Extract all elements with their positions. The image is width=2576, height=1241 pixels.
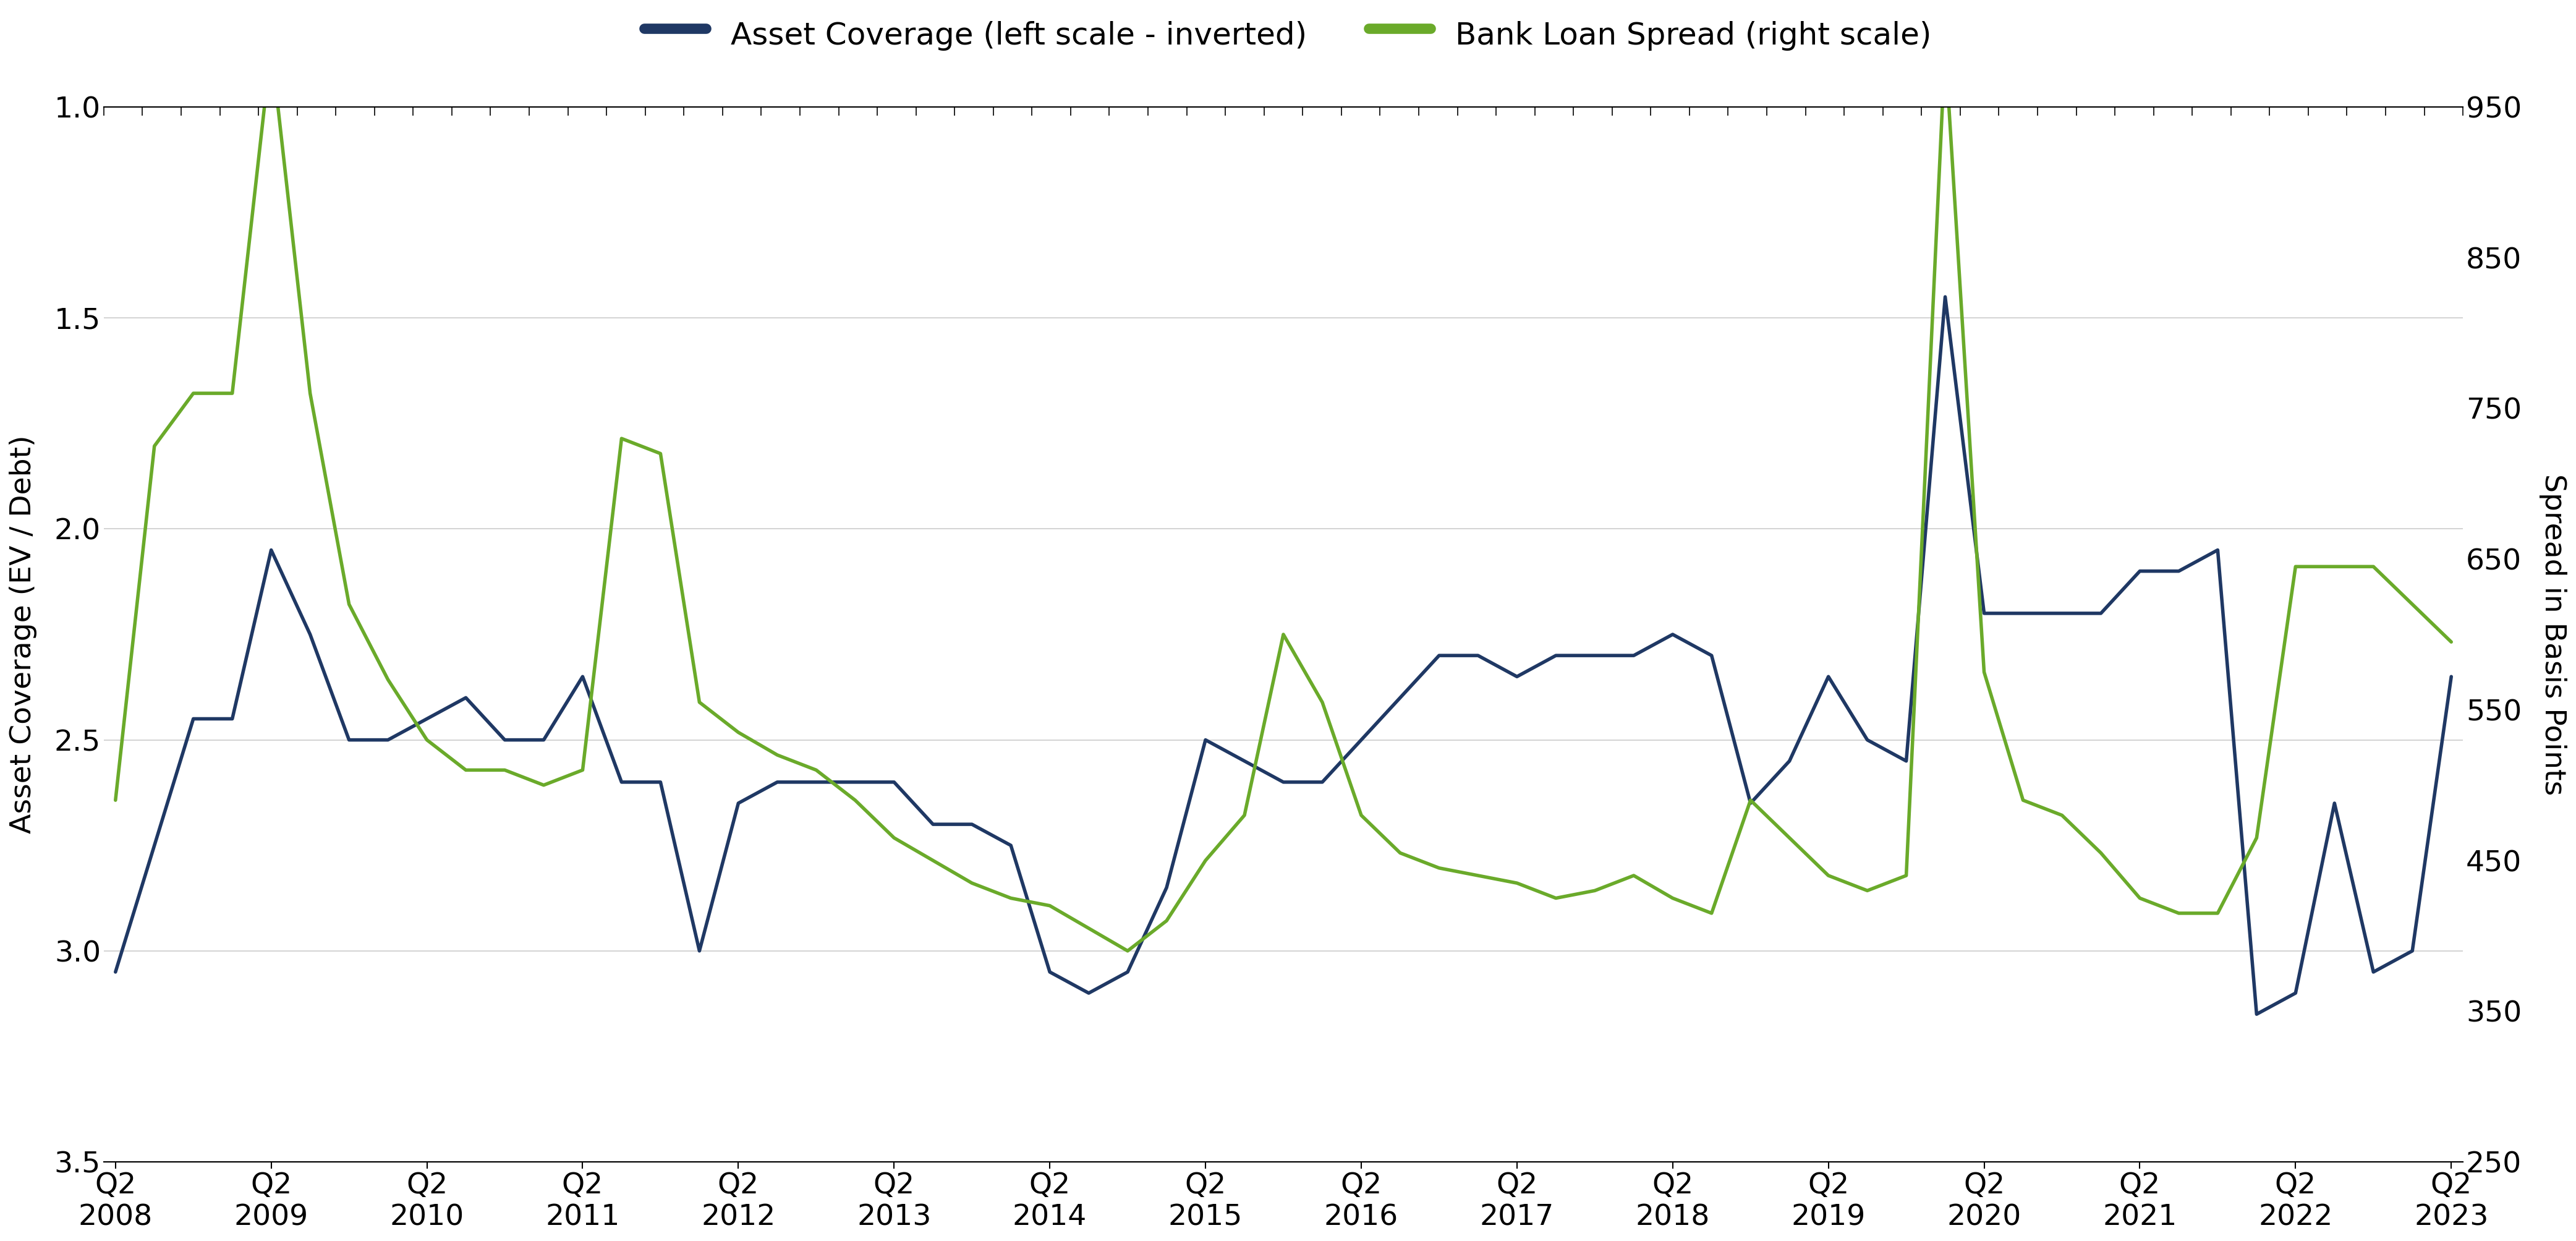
Y-axis label: Spread in Basis Points: Spread in Basis Points [2540,474,2566,795]
Y-axis label: Asset Coverage (EV / Debt): Asset Coverage (EV / Debt) [10,436,36,834]
Legend: Asset Coverage (left scale - inverted), Bank Loan Spread (right scale): Asset Coverage (left scale - inverted), … [631,0,1945,68]
